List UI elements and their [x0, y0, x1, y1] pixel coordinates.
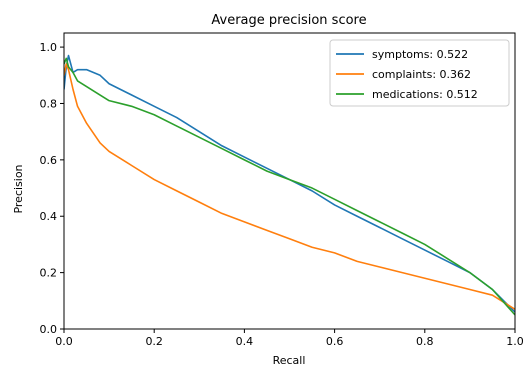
plot-area — [63, 32, 516, 330]
legend-entry: symptoms: 0.522 — [372, 48, 468, 61]
y-tick-label: 0.6 — [40, 154, 58, 167]
y-tick-label: 0.0 — [40, 323, 58, 336]
x-tick-label: 0.6 — [326, 335, 344, 348]
x-tick-label: 0.8 — [416, 335, 434, 348]
series-line-complaints — [64, 63, 515, 310]
y-tick-label: 0.2 — [40, 267, 58, 280]
y-tick-label: 0.8 — [40, 97, 58, 110]
x-tick-label: 1.0 — [506, 335, 524, 348]
x-tick-label: 0.2 — [145, 335, 163, 348]
plot-frame — [63, 32, 516, 330]
y-tick-label: 0.4 — [40, 210, 58, 223]
x-tick-label: 0.0 — [55, 335, 73, 348]
legend: symptoms: 0.522 complaints: 0.362 medicati… — [329, 39, 510, 107]
series-line-medications — [64, 57, 515, 316]
legend-entry: complaints: 0.362 — [372, 68, 471, 81]
y-tick-label: 1.0 — [40, 41, 58, 54]
series-line-symptoms — [64, 54, 515, 313]
legend-box — [329, 39, 510, 107]
y-axis-label: Precision — [12, 164, 25, 213]
x-tick-label: 0.4 — [236, 335, 254, 348]
chart-title: Average precision score — [211, 13, 366, 28]
y-axis-ticks: 0.0 0.2 0.4 0.6 0.8 1.0 — [40, 41, 64, 336]
x-axis-ticks: 0.0 0.2 0.4 0.6 0.8 1.0 — [55, 329, 524, 348]
x-axis-label: Recall — [273, 354, 306, 367]
legend-entry: medications: 0.512 — [372, 88, 478, 101]
